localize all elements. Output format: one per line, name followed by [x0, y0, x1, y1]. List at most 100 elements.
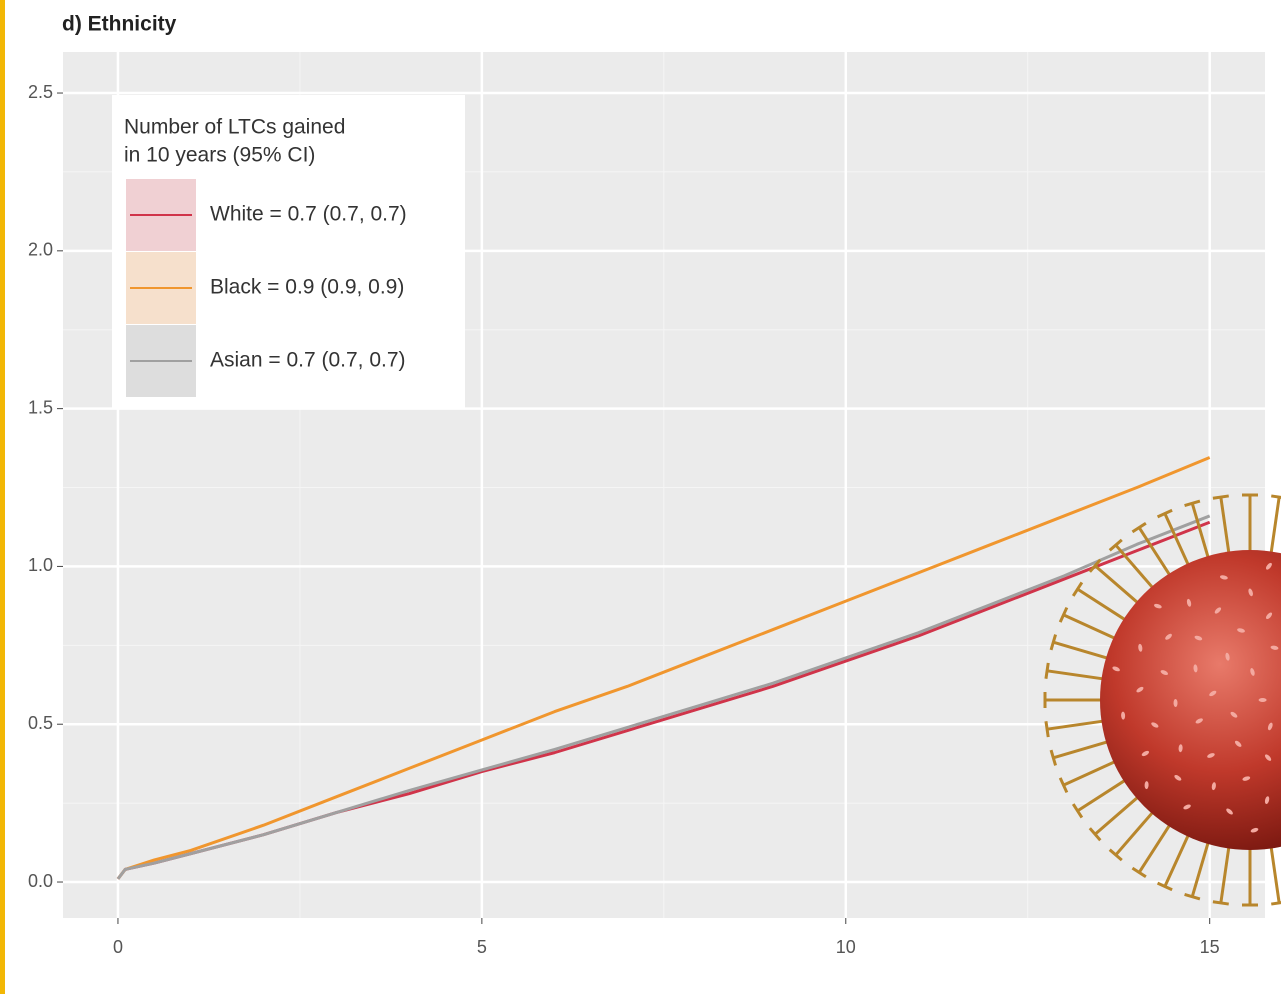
virus-spike — [1219, 496, 1232, 562]
virus-dot — [1195, 718, 1203, 724]
virus-spike — [1062, 613, 1124, 644]
virus-spike — [1163, 826, 1194, 888]
virus-spike — [1046, 669, 1112, 682]
virus-spike — [1137, 526, 1176, 584]
virus-spike — [1137, 816, 1176, 874]
virus-dot — [1242, 776, 1251, 781]
lines — [116, 456, 1211, 880]
virus-spike-tip — [1058, 606, 1069, 623]
y-tick-label: 0.5 — [28, 713, 53, 733]
virus-dot — [1230, 711, 1238, 718]
x-tick-label: 15 — [1200, 937, 1220, 957]
virus-dot — [1219, 575, 1228, 580]
virus-dot — [1234, 740, 1242, 747]
virus-spike — [1062, 756, 1124, 787]
virus-spike — [1076, 587, 1134, 626]
virus-dot — [1258, 698, 1267, 702]
legend-title: Number of LTCs gained — [124, 116, 345, 139]
virus-spike-tip — [1049, 749, 1057, 766]
virus-spike-tip — [1184, 893, 1201, 901]
virus-dot — [1265, 562, 1272, 570]
virus-dot — [1173, 699, 1178, 708]
virus-spike — [1094, 790, 1146, 836]
virus-dot — [1194, 635, 1203, 641]
virus-spike-tip — [1044, 662, 1050, 679]
virus-spike-tip — [1271, 901, 1281, 906]
virus-spike — [1219, 838, 1232, 904]
virus-spike — [1046, 718, 1112, 731]
virus-spike-tip — [1156, 508, 1173, 519]
virus-dot — [1154, 603, 1162, 609]
series-line — [116, 514, 1211, 880]
virus-spike — [1190, 502, 1212, 567]
virus-dot — [1165, 633, 1172, 640]
virus-dot — [1121, 711, 1126, 720]
y-tick-label: 2.0 — [28, 240, 53, 260]
virus-dot — [1248, 588, 1253, 597]
virus-spike-tip — [1131, 866, 1147, 879]
x-tick-label: 0 — [113, 937, 123, 957]
virus-dot — [1174, 775, 1182, 781]
virus-spike — [1268, 838, 1281, 904]
virus-dot — [1225, 652, 1230, 661]
virus-spike — [1114, 544, 1160, 596]
virus-body — [1100, 550, 1281, 850]
virus-dot — [1226, 808, 1233, 815]
virus-dot — [1112, 666, 1120, 672]
virus-spike — [1163, 512, 1194, 574]
y-tick-label: 0.0 — [28, 871, 53, 891]
virus-dot — [1267, 722, 1273, 731]
virus-spike — [1268, 496, 1281, 562]
virus-dot — [1209, 690, 1217, 697]
virus-spike-tip — [1058, 777, 1069, 794]
virus-dot — [1136, 686, 1144, 693]
virus-dot — [1265, 612, 1273, 620]
virus-dot — [1183, 804, 1191, 810]
left-border — [0, 0, 5, 994]
chart-title: d) Ethnicity — [62, 13, 177, 36]
virus-dot — [1214, 607, 1222, 614]
y-tick-label: 1.0 — [28, 555, 53, 575]
virus-dot — [1207, 753, 1215, 758]
virus-dot — [1211, 782, 1216, 791]
virus-dot — [1270, 645, 1279, 650]
virus-spike-tip — [1108, 848, 1123, 862]
virus-spike-tip — [1044, 721, 1050, 738]
virus-dot — [1138, 643, 1143, 652]
virus-dot — [1193, 664, 1198, 673]
y-tick-label: 1.5 — [28, 397, 53, 417]
virus-spike-tip — [1071, 803, 1084, 819]
virus-dot — [1250, 827, 1259, 833]
virus-spike — [1076, 774, 1134, 813]
virus-spike-tip — [1071, 581, 1084, 597]
virus-dot — [1151, 722, 1159, 728]
virus-dot — [1237, 628, 1245, 633]
virus-spike-tip — [1131, 521, 1147, 534]
virus-spike — [1114, 804, 1160, 856]
y-tick-label: 2.5 — [28, 82, 53, 102]
virus-spike-tip — [1108, 538, 1123, 552]
virus-dot — [1178, 744, 1183, 753]
virus-spike-tip — [1088, 827, 1102, 842]
virus-spike-tip — [1156, 881, 1173, 892]
legend-label: Asian = 0.7 (0.7, 0.7) — [210, 349, 406, 372]
virus-spike-tip — [1184, 499, 1201, 507]
virus-spike-tip — [1271, 494, 1281, 499]
virus-dot — [1264, 754, 1272, 761]
virus-spike — [1052, 738, 1117, 760]
legend-label: White = 0.7 (0.7, 0.7) — [210, 203, 407, 226]
virus-spike-tip — [1049, 634, 1057, 651]
virus-spike — [1052, 640, 1117, 662]
x-tick-label: 5 — [477, 937, 487, 957]
virus-dot — [1144, 781, 1149, 790]
virus-dot — [1264, 796, 1270, 805]
virus-dot — [1186, 598, 1192, 607]
axes: 0 5 10 15 0.0 0.5 1.0 1.5 2.0 2.5 — [28, 82, 1220, 957]
virus-spike-tip — [1212, 900, 1229, 906]
virus-spike — [1094, 564, 1146, 610]
series-line — [116, 456, 1211, 880]
virus-dot — [1250, 668, 1255, 676]
x-tick-label: 10 — [836, 937, 856, 957]
